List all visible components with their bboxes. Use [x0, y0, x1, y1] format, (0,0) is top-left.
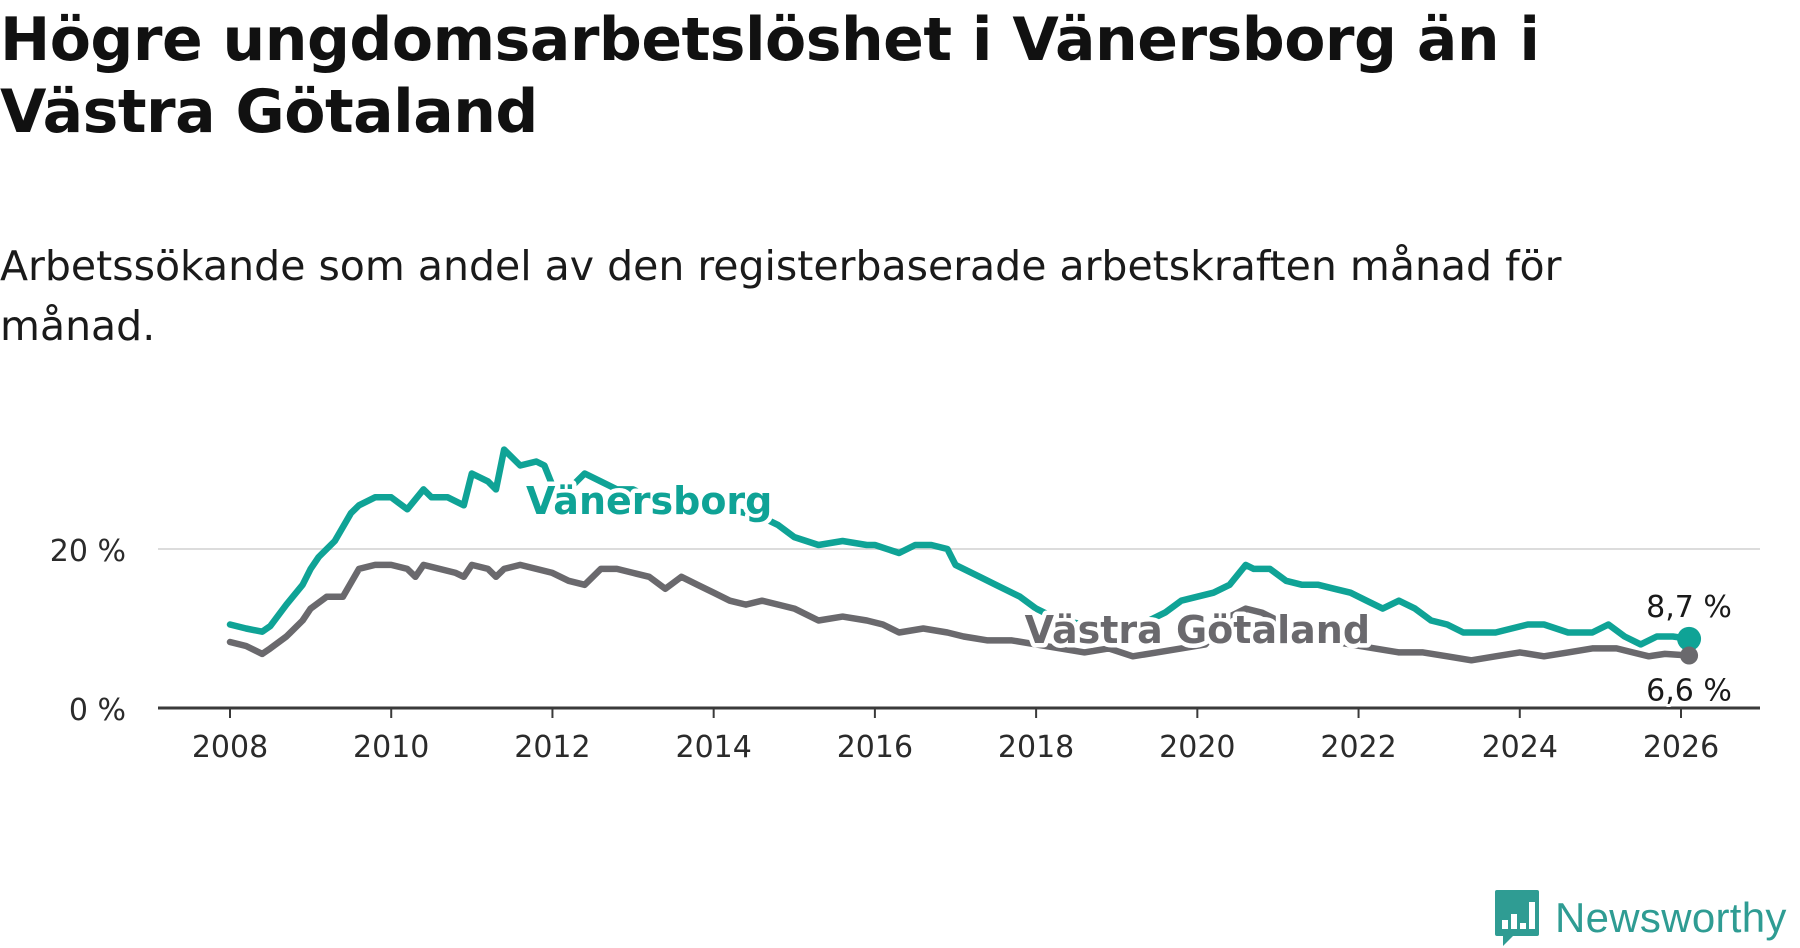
- logo-bar-2: [1511, 914, 1517, 929]
- x-tick-label: 2026: [1643, 730, 1719, 765]
- x-tick-label: 2008: [192, 730, 268, 765]
- end-point-marker: [1677, 626, 1702, 651]
- x-tick-label: 2022: [1320, 730, 1396, 765]
- series-label: Vänersborg: [526, 479, 772, 523]
- x-tick-label: 2018: [998, 730, 1074, 765]
- x-tick-label: 2024: [1482, 730, 1558, 765]
- x-tick-label: 2020: [1159, 730, 1235, 765]
- end-value-label: 8,7 %: [1646, 590, 1732, 625]
- chart-subtitle: Arbetssökande som andel av den registerb…: [0, 242, 1562, 350]
- series-line-vastra-gotaland: [226, 561, 1693, 664]
- end-value-label-halo: 8,7 %: [1646, 590, 1732, 625]
- y-tick-label: 20 %: [50, 534, 126, 569]
- end-value-label-halo: 6,6 %: [1646, 674, 1732, 709]
- end-value-label: 6,6 %: [1646, 674, 1732, 709]
- logo-bar-1: [1502, 920, 1508, 929]
- newsworthy-mark-icon: [1495, 890, 1539, 946]
- series-label-halo: Västra Götaland: [1025, 608, 1370, 652]
- x-tick-label: 2014: [675, 730, 751, 765]
- series-label: Västra Götaland: [1025, 608, 1370, 652]
- newsworthy-logo: Newsworthy: [1493, 888, 1787, 948]
- logo-bar-4: [1529, 902, 1535, 929]
- brand-name: Newsworthy: [1555, 894, 1787, 941]
- x-tick-label: 2016: [837, 730, 913, 765]
- logo-bar-3: [1520, 923, 1526, 929]
- series-label-halo: Vänersborg: [526, 479, 772, 523]
- end-point-marker: [1680, 646, 1699, 665]
- x-tick-label: 2010: [353, 730, 429, 765]
- y-tick-label: 0 %: [69, 693, 126, 728]
- chart-title: Högre ungdomsarbetslöshet i Vänersborg ä…: [0, 5, 1540, 147]
- series-line-vanersborg: [226, 446, 1693, 648]
- x-tick-label: 2012: [514, 730, 590, 765]
